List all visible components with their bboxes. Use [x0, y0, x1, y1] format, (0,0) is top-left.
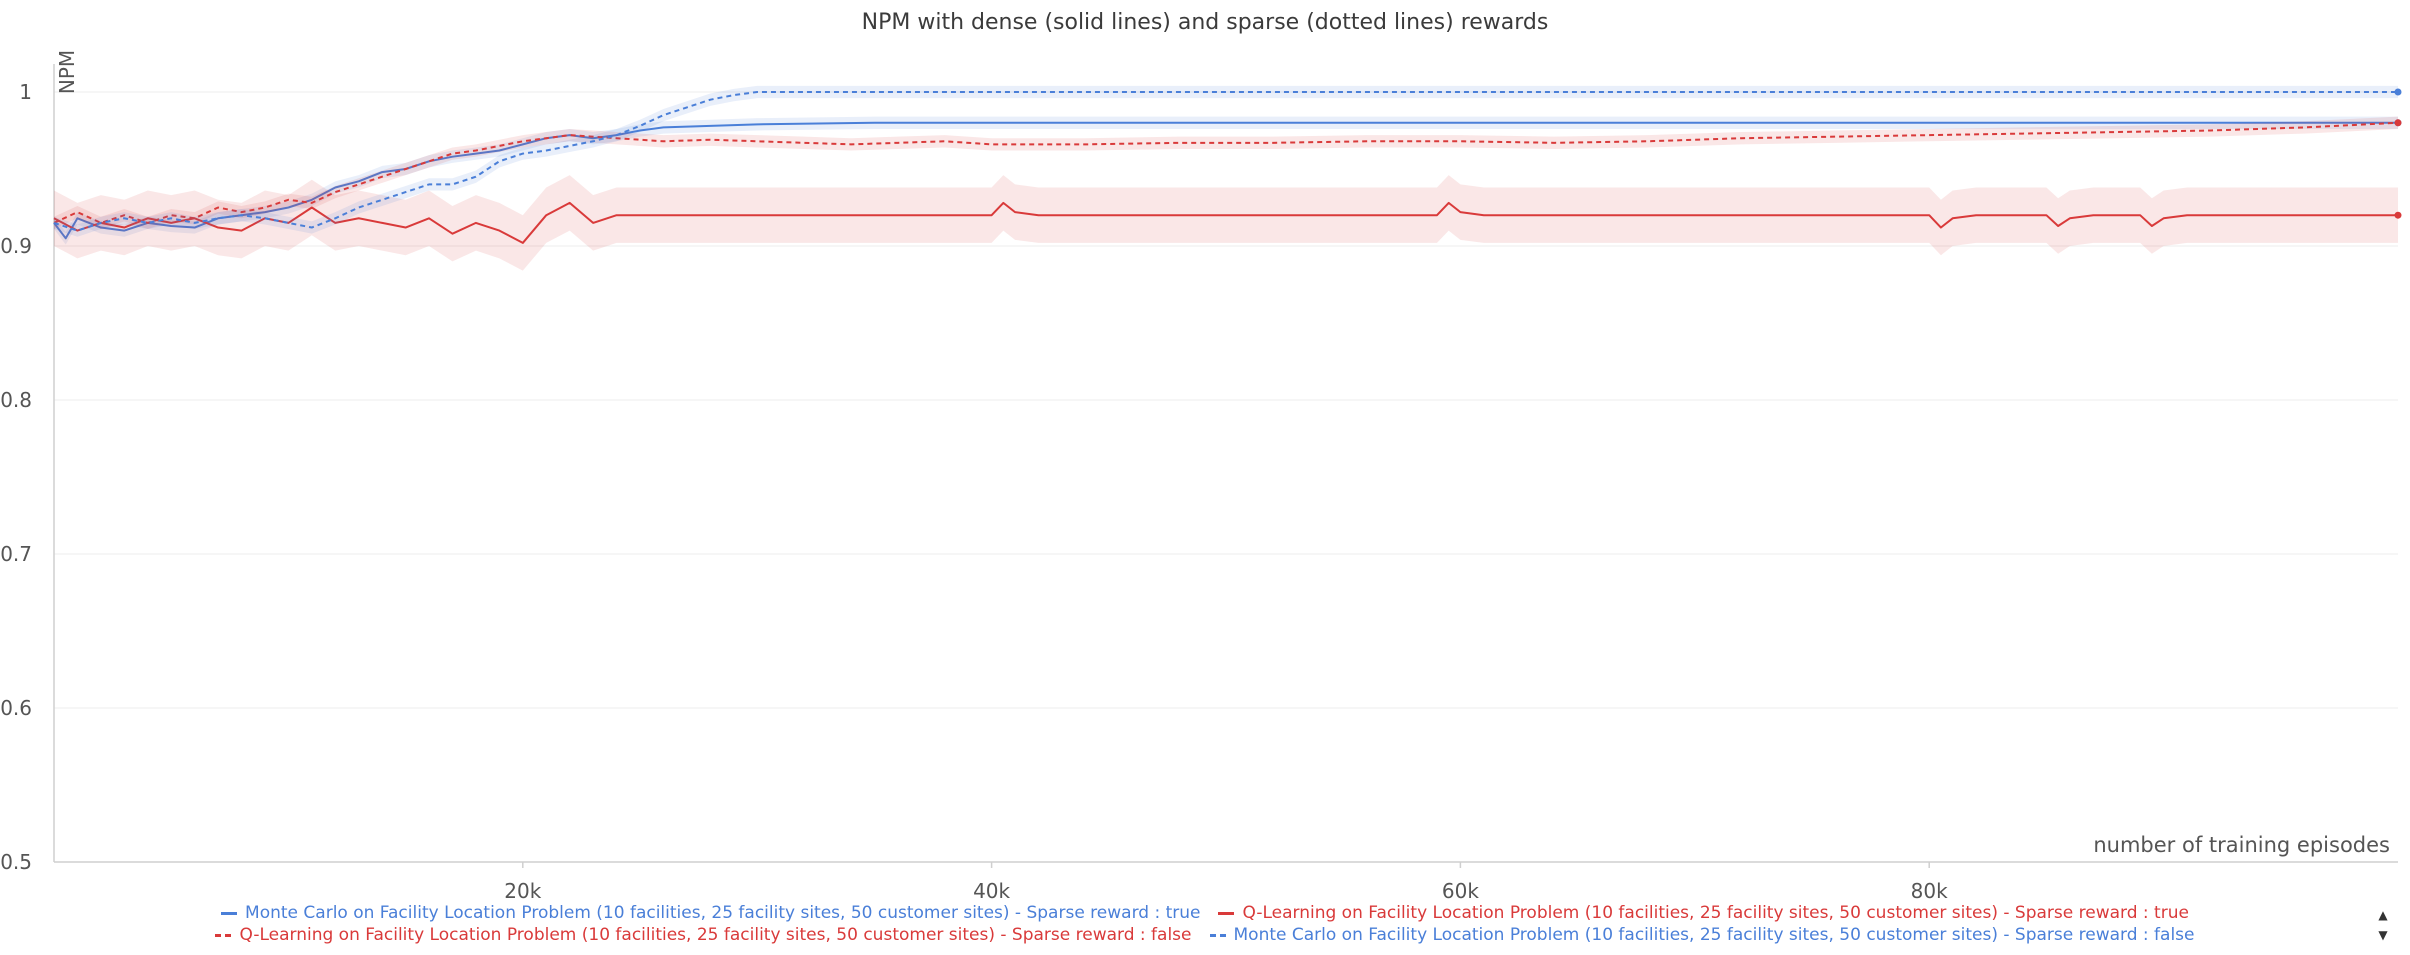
legend-item[interactable]: Q-Learning on Facility Location Problem … — [215, 925, 1192, 945]
legend-label: Monte Carlo on Facility Location Problem… — [245, 903, 1201, 923]
legend-swatch — [215, 933, 232, 937]
legend-item[interactable]: Monte Carlo on Facility Location Problem… — [221, 903, 1200, 923]
legend-scroll[interactable]: ▲ ▼ — [2372, 905, 2394, 945]
legend-label: Q-Learning on Facility Location Problem … — [1242, 903, 2189, 923]
series-1-band — [54, 175, 2398, 271]
chart-legend: Monte Carlo on Facility Location Problem… — [0, 902, 2410, 946]
series-1-line — [53, 201, 2398, 244]
legend-row: Monte Carlo on Facility Location Problem… — [0, 902, 2410, 924]
series-1-end-point — [2394, 211, 2402, 219]
scroll-down-icon[interactable]: ▼ — [2378, 928, 2388, 942]
y-tick-label: 1 — [19, 80, 32, 104]
series-3-line — [53, 91, 2398, 232]
legend-item[interactable]: Q-Learning on Facility Location Problem … — [1218, 903, 2189, 923]
y-tick-label: 0.7 — [0, 542, 32, 566]
legend-swatch — [221, 911, 238, 915]
legend-label: Monte Carlo on Facility Location Problem… — [1233, 925, 2195, 945]
y-tick-label: 0.9 — [0, 234, 32, 258]
y-tick-label: 0.8 — [0, 388, 32, 412]
legend-swatch — [1209, 933, 1226, 937]
legend-label: Q-Learning on Facility Location Problem … — [239, 925, 1192, 945]
series-3-end-point — [2394, 88, 2402, 96]
legend-swatch — [1218, 911, 1235, 915]
series-0-line — [53, 121, 2398, 240]
x-tick-label: 60k — [1442, 879, 1479, 903]
y-tick-label: 0.6 — [0, 696, 32, 720]
x-tick-label: 20k — [504, 879, 541, 903]
legend-row: Q-Learning on Facility Location Problem … — [0, 924, 2410, 946]
chart-title: NPM with dense (solid lines) and sparse … — [861, 10, 1549, 35]
x-tick-label: 80k — [1911, 879, 1948, 903]
series-2-band — [54, 116, 2398, 230]
x-axis-label: number of training episodes — [2093, 833, 2390, 857]
series-2-end-point — [2394, 119, 2402, 127]
series-2-line — [53, 121, 2399, 224]
y-axis-label: NPM — [55, 50, 79, 94]
series-3-band — [54, 85, 2398, 237]
legend-item[interactable]: Monte Carlo on Facility Location Problem… — [1209, 925, 2195, 945]
x-tick-label: 40k — [973, 879, 1010, 903]
y-tick-label: 0.5 — [0, 850, 32, 874]
scroll-up-icon[interactable]: ▲ — [2378, 908, 2388, 922]
